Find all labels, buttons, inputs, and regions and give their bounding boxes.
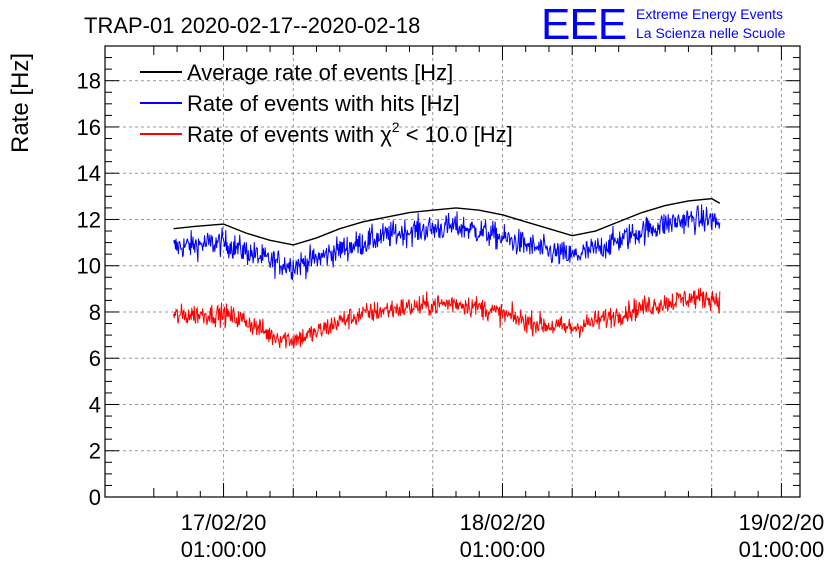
y-tick-label: 8 — [89, 300, 101, 325]
y-tick-label: 18 — [77, 69, 101, 94]
y-tick-label: 4 — [89, 392, 101, 417]
legend-chi2-prefix: Rate of events with — [187, 122, 380, 147]
y-axis-label: Rate [Hz] — [7, 53, 34, 153]
series-line-2 — [173, 287, 721, 349]
eee-logo-letters: EEE — [541, 0, 626, 49]
plot-frame — [104, 45, 801, 498]
y-tick-label: 6 — [89, 346, 101, 371]
y-tick-label: 2 — [89, 439, 101, 464]
y-tick-label: 12 — [77, 207, 101, 232]
x-tick-label-time: 01:00:00 — [181, 537, 267, 562]
y-tick-label: 16 — [77, 115, 101, 140]
legend-label-hits: Rate of events with hits [Hz] — [187, 91, 460, 116]
x-tick-label-date: 18/02/20 — [460, 510, 546, 535]
legend-label-chi2: Rate of events with χ2 < 10.0 [Hz] — [187, 119, 513, 147]
x-tick-label-time: 01:00:00 — [460, 537, 546, 562]
legend: Average rate of events [Hz] Rate of even… — [140, 60, 513, 147]
legend-chi2-symbol: χ — [380, 122, 392, 147]
eee-logo-line1: Extreme Energy Events — [636, 6, 783, 22]
series-line-1 — [173, 204, 721, 281]
series-layer — [173, 197, 721, 349]
x-axis: 17/02/2001:00:0018/02/2001:00:0019/02/20… — [153, 46, 825, 562]
eee-logo-line2: La Scienza nelle Scuole — [636, 25, 786, 41]
series-line-0 — [173, 197, 721, 246]
legend-label-average: Average rate of events [Hz] — [187, 60, 453, 85]
y-tick-label: 0 — [89, 485, 101, 510]
x-tick-label-date: 19/02/20 — [739, 510, 825, 535]
y-tick-label: 14 — [77, 161, 101, 186]
x-tick-label-time: 01:00:00 — [739, 537, 825, 562]
legend-chi2-suffix: < 10.0 [Hz] — [400, 122, 513, 147]
chart-title: TRAP-01 2020-02-17--2020-02-18 — [84, 13, 420, 38]
y-tick-label: 10 — [77, 254, 101, 279]
legend-chi2-exponent: 2 — [392, 119, 400, 135]
y-axis: 0 2 4 6 8 10 12 14 16 18 — [77, 57, 800, 510]
x-tick-label-date: 17/02/20 — [181, 510, 267, 535]
eee-logo: EEE Extreme Energy Events La Scienza nel… — [541, 0, 786, 49]
